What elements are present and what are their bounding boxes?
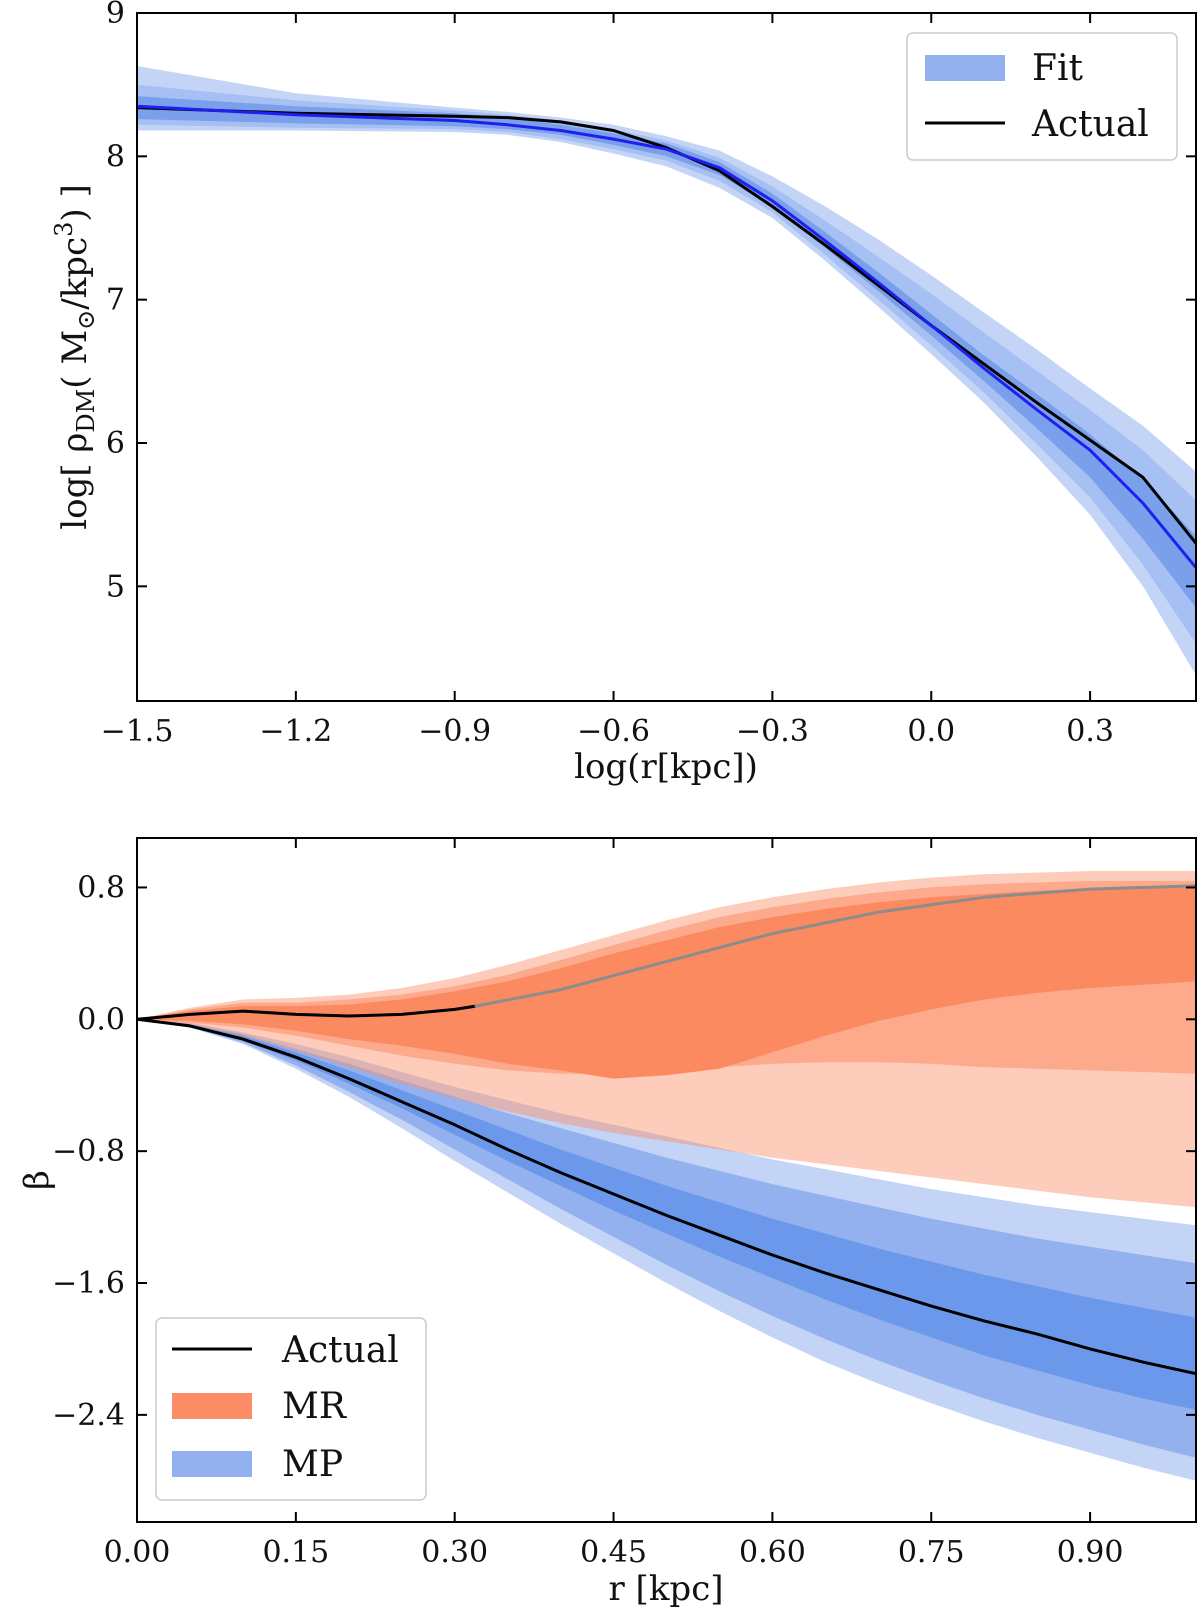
y-tick-label: 8 xyxy=(106,139,125,174)
bottom-panel: 0.00 0.15 0.30 0.45 0.60 0.75 0.90 0.8 0.0 −0.8 −1… xyxy=(17,837,1197,1609)
band-mr-inner xyxy=(137,887,1196,1079)
x-tick-label: 0.60 xyxy=(739,1535,806,1570)
x-tick-label: −0.3 xyxy=(736,714,809,749)
legend-actual-label: Actual xyxy=(1031,104,1149,145)
series-line-fit-median xyxy=(137,104,1196,570)
ylabel-part-3: /kpc xyxy=(55,237,95,310)
ylabel-superscript-3: 3 xyxy=(50,222,78,237)
x-tick-label: −0.6 xyxy=(577,714,650,749)
y-tick-label: −1.6 xyxy=(52,1266,125,1301)
ylabel-subscript-dm: DM xyxy=(72,389,100,433)
y-tick-label: 9 xyxy=(106,0,125,31)
x-tick-label: 0.30 xyxy=(421,1535,488,1570)
ylabel-part-2: ( M xyxy=(55,330,95,389)
top-axis-ticks: −1.5 −1.2 −0.9 −0.6 −0.3 0.0 0.3 5 6 7 8 9 xyxy=(101,0,1196,749)
top-legend: Fit Actual xyxy=(906,32,1178,161)
y-tick-label: −2.4 xyxy=(52,1398,125,1433)
y-tick-label: 0.0 xyxy=(77,1002,125,1037)
top-y-axis-label: log[ ρDM( M⊙/kpc3) ] xyxy=(50,184,100,530)
ylabel-part-4: ) ] xyxy=(55,184,95,221)
top-lines xyxy=(137,104,1196,570)
y-tick-label: −0.8 xyxy=(52,1134,125,1169)
x-tick-label: 0.15 xyxy=(262,1535,329,1570)
x-tick-label: 0.0 xyxy=(907,714,955,749)
band-mp-middle xyxy=(137,1019,1196,1458)
x-tick-label: 0.75 xyxy=(898,1535,965,1570)
x-tick-label: 0.90 xyxy=(1057,1535,1124,1570)
y-tick-label: 6 xyxy=(106,426,125,461)
top-panel: −1.5 −1.2 −0.9 −0.6 −0.3 0.0 0.3 5 6 7 8 9 log(r[kp… xyxy=(50,0,1197,787)
legend-mp-swatch xyxy=(172,1451,252,1477)
x-tick-label: 0.00 xyxy=(104,1535,171,1570)
bottom-legend: Actual MR MP xyxy=(155,1317,427,1501)
y-tick-label: 7 xyxy=(106,283,125,318)
series-line-actual-mr xyxy=(137,1004,478,1021)
ylabel-part-1: log[ ρ xyxy=(55,433,95,530)
bottom-y-axis-label: β xyxy=(17,1170,57,1190)
x-tick-label: −0.9 xyxy=(418,714,491,749)
series-line-actual xyxy=(137,106,1196,545)
top-x-axis-label: log(r[kpc]) xyxy=(574,747,758,787)
legend-fit-swatch xyxy=(925,55,1005,81)
series-line-mr-median xyxy=(474,884,1196,1008)
ylabel-subscript-sun: ⊙ xyxy=(72,310,100,330)
legend-mr-label: MR xyxy=(282,1386,347,1427)
series-line-actual-mp xyxy=(137,1017,1196,1376)
y-tick-label: 0.8 xyxy=(77,870,125,905)
y-tick-label: 5 xyxy=(106,569,125,604)
legend-actual-label-bottom: Actual xyxy=(281,1330,399,1371)
x-tick-label: −1.2 xyxy=(259,714,332,749)
bottom-plot-frame xyxy=(136,837,1197,1523)
x-tick-label: −1.5 xyxy=(101,714,174,749)
top-plot-frame xyxy=(136,12,1197,702)
legend-mr-swatch xyxy=(172,1393,252,1419)
x-tick-label: 0.3 xyxy=(1066,714,1114,749)
x-tick-label: 0.45 xyxy=(580,1535,647,1570)
bottom-x-axis-label: r [kpc] xyxy=(609,1569,724,1609)
legend-fit-label: Fit xyxy=(1032,48,1083,89)
bottom-axis-ticks: 0.00 0.15 0.30 0.45 0.60 0.75 0.90 0.8 0.0 −0.8 −1… xyxy=(52,838,1196,1570)
bottom-lines xyxy=(137,884,1196,1376)
legend-mp-label: MP xyxy=(282,1444,343,1485)
